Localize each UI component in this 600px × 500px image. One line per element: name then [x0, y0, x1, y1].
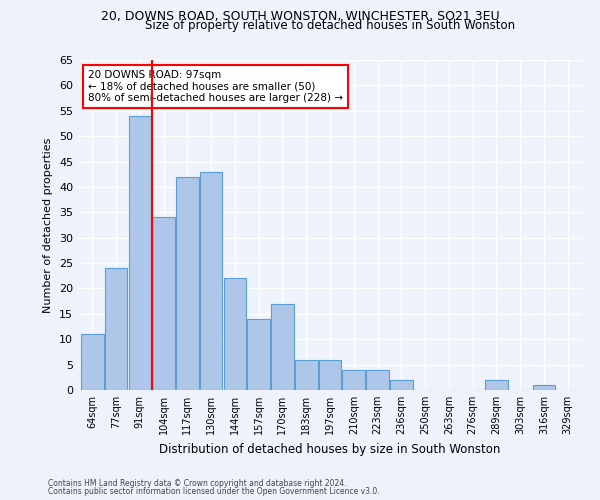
Bar — [295, 360, 317, 390]
Bar — [390, 380, 413, 390]
Bar — [366, 370, 389, 390]
Bar — [176, 177, 199, 390]
Text: Contains public sector information licensed under the Open Government Licence v3: Contains public sector information licen… — [48, 487, 380, 496]
Text: 20 DOWNS ROAD: 97sqm
← 18% of detached houses are smaller (50)
80% of semi-detac: 20 DOWNS ROAD: 97sqm ← 18% of detached h… — [88, 70, 343, 103]
Bar — [81, 334, 104, 390]
Bar — [247, 319, 270, 390]
Bar — [105, 268, 127, 390]
Bar — [485, 380, 508, 390]
Bar — [200, 172, 223, 390]
Y-axis label: Number of detached properties: Number of detached properties — [43, 138, 53, 312]
Text: Contains HM Land Registry data © Crown copyright and database right 2024.: Contains HM Land Registry data © Crown c… — [48, 478, 347, 488]
Title: Size of property relative to detached houses in South Wonston: Size of property relative to detached ho… — [145, 20, 515, 32]
Bar — [533, 385, 555, 390]
Bar — [343, 370, 365, 390]
X-axis label: Distribution of detached houses by size in South Wonston: Distribution of detached houses by size … — [160, 442, 500, 456]
Bar — [224, 278, 246, 390]
Bar — [128, 116, 151, 390]
Bar — [319, 360, 341, 390]
Text: 20, DOWNS ROAD, SOUTH WONSTON, WINCHESTER, SO21 3EU: 20, DOWNS ROAD, SOUTH WONSTON, WINCHESTE… — [101, 10, 499, 23]
Bar — [152, 218, 175, 390]
Bar — [271, 304, 294, 390]
